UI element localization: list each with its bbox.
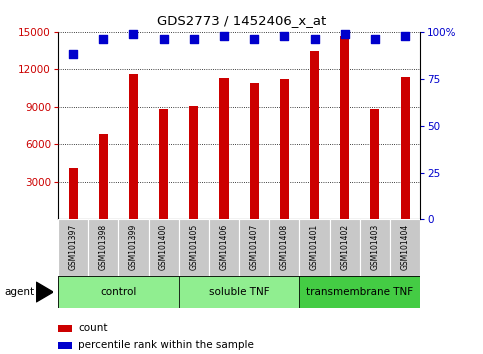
Bar [219,78,228,219]
Bar [299,276,420,308]
Bar [270,219,299,276]
Bar [189,105,199,219]
Bar [118,219,149,276]
Bar [179,276,299,308]
Text: GSM101400: GSM101400 [159,224,168,270]
Bar [99,135,108,219]
Point [401,33,409,39]
Text: GSM101403: GSM101403 [370,224,380,270]
Text: GSM101401: GSM101401 [310,224,319,270]
Point [190,36,198,42]
Point [129,31,137,36]
Text: GDS2773 / 1452406_x_at: GDS2773 / 1452406_x_at [157,14,326,27]
Bar [400,77,410,219]
Text: GSM101397: GSM101397 [69,224,78,270]
Point [311,36,318,42]
Text: GSM101405: GSM101405 [189,224,199,270]
Bar [340,36,349,219]
Text: soluble TNF: soluble TNF [209,287,270,297]
Point [371,36,379,42]
Bar [58,342,72,348]
Bar [390,219,420,276]
Text: agent: agent [5,287,35,297]
Bar [149,219,179,276]
Bar [88,219,118,276]
Text: GSM101408: GSM101408 [280,224,289,270]
Text: count: count [78,324,107,333]
Bar [179,219,209,276]
Text: GSM101402: GSM101402 [340,224,349,270]
Text: transmembrane TNF: transmembrane TNF [306,287,413,297]
Bar [58,219,88,276]
Point [220,33,228,39]
Bar [370,109,380,219]
Bar [310,51,319,219]
Bar [280,79,289,219]
Point [160,36,168,42]
Bar [159,109,168,219]
Bar [299,219,330,276]
Point [250,36,258,42]
Bar [69,168,78,219]
Bar [129,74,138,219]
Bar [250,83,259,219]
Point [341,31,349,36]
Bar [209,219,239,276]
Bar [360,219,390,276]
Text: GSM101406: GSM101406 [219,224,228,270]
Point [69,52,77,57]
Point [281,33,288,39]
Bar [58,325,72,332]
Bar [239,219,270,276]
Text: GSM101398: GSM101398 [99,224,108,270]
Polygon shape [36,282,53,302]
Text: control: control [100,287,137,297]
Text: GSM101404: GSM101404 [400,224,410,270]
Point [99,36,107,42]
Bar [58,276,179,308]
Bar [330,219,360,276]
Text: percentile rank within the sample: percentile rank within the sample [78,340,254,350]
Text: GSM101407: GSM101407 [250,224,259,270]
Text: GSM101399: GSM101399 [129,224,138,270]
